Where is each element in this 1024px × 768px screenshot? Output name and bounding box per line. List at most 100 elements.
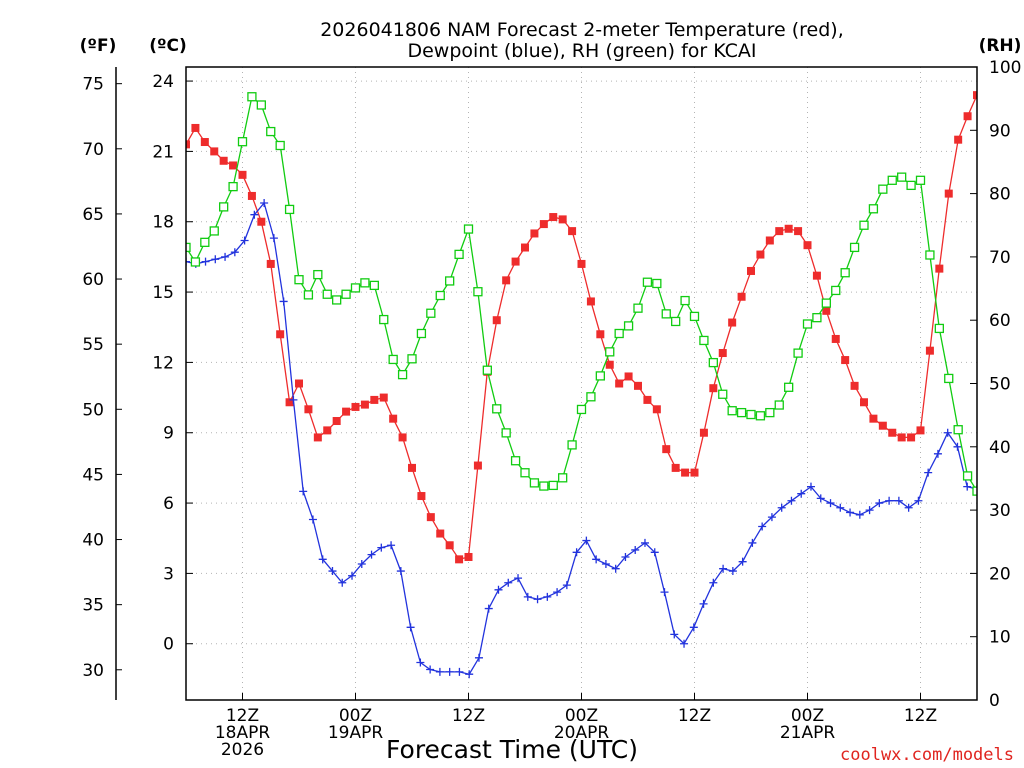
plot-frame (185, 66, 978, 701)
rh-point (416, 328, 427, 339)
temperature-point (304, 405, 313, 414)
dewpoint-point (806, 482, 815, 491)
temperature-point (511, 257, 520, 266)
f-tick-label: 45 (82, 465, 104, 485)
temperature-point (652, 405, 661, 414)
dewpoint-point (357, 560, 366, 569)
dewpoint-point (953, 442, 962, 451)
temperature-point (916, 426, 925, 435)
rh-point (219, 202, 229, 212)
rh-tick-label: 40 (989, 438, 1011, 458)
f-tick-label: 70 (82, 140, 104, 160)
dewpoint-point (904, 503, 913, 512)
rh-point (784, 382, 794, 392)
rh-point (906, 180, 916, 191)
rh-point (548, 480, 558, 491)
dewpoint-point (933, 449, 942, 458)
dewpoint-point (816, 494, 825, 503)
dewpoint-point (514, 574, 523, 583)
rh-point (539, 481, 549, 491)
series-group (186, 91, 977, 679)
dewpoint-point (435, 667, 444, 676)
dewpoint-point (728, 567, 737, 576)
dewpoint-point (377, 543, 386, 552)
dewpoint-point (797, 489, 806, 498)
dewpoint-point (269, 234, 278, 243)
dewpoint-point (767, 513, 776, 522)
dewpoint-point (865, 506, 874, 515)
rh-tick-label: 30 (989, 501, 1011, 521)
f-tick-label: 75 (82, 75, 104, 95)
dewpoint-point (562, 581, 571, 590)
f-tick-label: 55 (82, 335, 104, 355)
temperature-point (756, 250, 765, 259)
x-tick-label: 2026 (221, 740, 264, 760)
temperature-point (539, 220, 548, 229)
rh-point (746, 409, 756, 420)
dewpoint-point (338, 578, 347, 587)
temperature-point (473, 461, 482, 470)
rh-point (868, 204, 879, 214)
temperature-point (247, 191, 256, 200)
temperature-point (266, 259, 275, 268)
rh-point (595, 371, 605, 381)
dewpoint-point (699, 599, 708, 608)
rh-point (614, 328, 624, 339)
rh-point (680, 295, 690, 306)
rh-point (953, 425, 963, 435)
rh-point (454, 249, 464, 260)
temperature-point (963, 112, 972, 121)
temperature-point (925, 346, 934, 355)
f-tick-label: 50 (82, 400, 104, 420)
temperature-point (408, 463, 416, 472)
temperature-point (379, 393, 388, 402)
dewpoint-point (748, 538, 757, 547)
rh-point (463, 224, 474, 234)
dewpoint-point (533, 595, 542, 604)
temperature-point (605, 360, 614, 369)
dewpoint-point (670, 630, 679, 639)
temperature-point (775, 227, 784, 236)
rh-point (671, 316, 681, 327)
rh-point (972, 486, 977, 496)
dewpoint-point (631, 545, 640, 554)
rh-point (840, 268, 850, 278)
chart-title-line-2: Dewpoint (blue), RH (green) for KCAI (407, 40, 756, 62)
rh-point (322, 289, 332, 299)
rh-point (209, 226, 219, 236)
dewpoint-point (709, 578, 718, 587)
rh-point (303, 290, 314, 300)
temperature-point (831, 334, 840, 343)
temperature-point (709, 384, 718, 393)
c-tick-label: 6 (163, 494, 174, 514)
dewpoint-point (572, 548, 581, 557)
rh-point (915, 175, 926, 185)
x-tick-label: 12Z (904, 706, 937, 726)
dewpoint-point (289, 395, 298, 404)
rh-point (407, 354, 417, 364)
dewpoint-point (963, 482, 972, 491)
dewpoint-point (943, 428, 952, 437)
rh-point (661, 309, 671, 319)
temperature-point (860, 398, 868, 407)
rh-point (228, 181, 238, 192)
temperature-point (907, 433, 916, 442)
dewpoint-point (308, 515, 317, 524)
dewpoint-point (299, 487, 308, 496)
temperature-point (841, 356, 850, 365)
dewpoint-point (582, 536, 591, 545)
dewpoint-point (426, 665, 435, 674)
temperature-point (313, 433, 322, 442)
temperature-point (596, 330, 605, 339)
rh-point (445, 276, 455, 286)
c-tick-label: 24 (152, 72, 174, 92)
rh-point (473, 287, 483, 297)
rh-point (341, 289, 351, 299)
rh-point (897, 172, 907, 182)
temperature-point (869, 414, 878, 423)
temperature-point (586, 297, 595, 306)
series-layer (186, 91, 977, 679)
dewpoint-point (650, 548, 659, 557)
x-tick-label: 21APR (780, 723, 836, 743)
